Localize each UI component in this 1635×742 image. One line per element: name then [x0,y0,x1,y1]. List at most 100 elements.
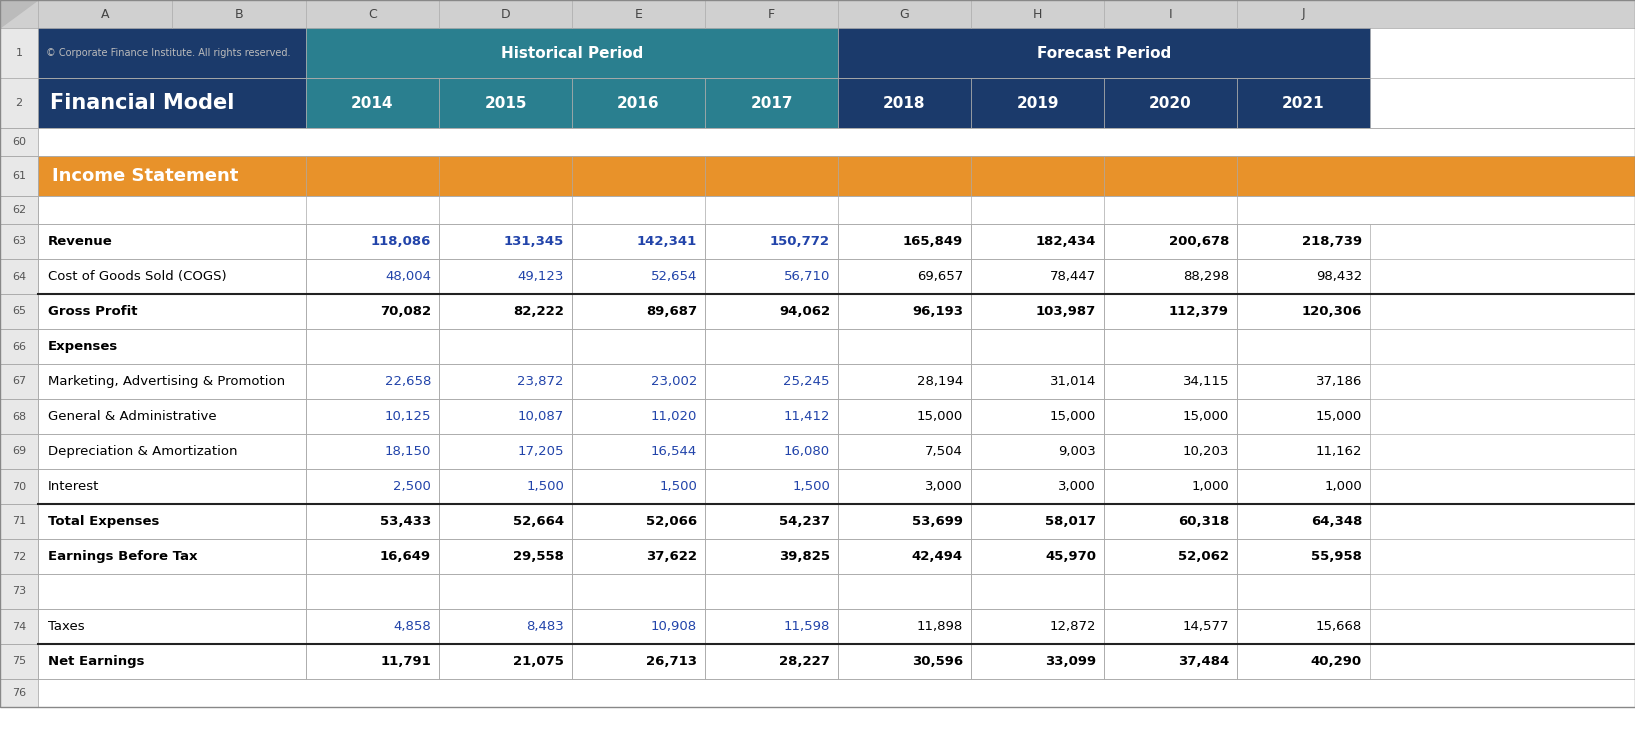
Bar [839,78,971,128]
Bar [572,364,705,399]
Text: 22,658: 22,658 [384,375,432,388]
Bar [705,644,839,679]
Text: 60: 60 [11,137,26,147]
Bar [1104,364,1238,399]
Text: 2014: 2014 [352,96,394,111]
Text: 26,713: 26,713 [646,655,697,668]
Bar [306,28,839,78]
Bar [705,294,839,329]
Text: Total Expenses: Total Expenses [47,515,159,528]
Text: 98,432: 98,432 [1316,270,1362,283]
Bar [306,399,440,434]
Text: 52,654: 52,654 [651,270,697,283]
Bar [572,399,705,434]
Bar [440,78,572,128]
Bar [971,259,1104,294]
Bar [0,329,38,364]
Bar [38,434,306,469]
Text: Gross Profit: Gross Profit [47,305,137,318]
Bar [1104,224,1238,259]
Text: 66: 66 [11,341,26,352]
Bar [38,469,306,504]
Text: 28,227: 28,227 [780,655,831,668]
Text: 18,150: 18,150 [384,445,432,458]
Bar [1238,78,1370,128]
Text: 58,017: 58,017 [1045,515,1095,528]
Text: 3,000: 3,000 [1058,480,1095,493]
Text: 11,898: 11,898 [917,620,963,633]
Bar [0,0,1635,28]
Bar [1104,574,1238,609]
Bar [971,644,1104,679]
Bar [1238,294,1370,329]
Bar [1104,434,1238,469]
Bar [306,259,440,294]
Text: 14,577: 14,577 [1182,620,1230,633]
Bar [0,469,38,504]
Text: 45,970: 45,970 [1045,550,1095,563]
Bar [440,399,572,434]
Text: 73: 73 [11,586,26,597]
Bar [572,434,705,469]
Bar [705,329,839,364]
Text: 23,872: 23,872 [518,375,564,388]
Text: 52,664: 52,664 [513,515,564,528]
Bar [38,329,306,364]
Text: 25,245: 25,245 [783,375,831,388]
Text: 64,348: 64,348 [1311,515,1362,528]
Text: 11,162: 11,162 [1316,445,1362,458]
Text: 75: 75 [11,657,26,666]
Bar [0,156,38,196]
Bar [38,539,306,574]
Bar [440,574,572,609]
Bar [1238,259,1370,294]
Bar [971,78,1104,128]
Bar [306,609,440,644]
Bar [839,644,971,679]
Bar [572,609,705,644]
Text: 10,087: 10,087 [518,410,564,423]
Text: © Corporate Finance Institute. All rights reserved.: © Corporate Finance Institute. All right… [46,48,291,58]
Bar [572,78,705,128]
Text: 16,544: 16,544 [651,445,697,458]
Bar [306,644,440,679]
Text: 2,500: 2,500 [392,480,432,493]
Text: 37,484: 37,484 [1177,655,1230,668]
Bar [1104,259,1238,294]
Bar [971,294,1104,329]
Bar [1238,224,1370,259]
Text: 1,000: 1,000 [1192,480,1230,493]
Bar [971,539,1104,574]
Bar [971,609,1104,644]
Text: F: F [768,7,775,21]
Text: 11,598: 11,598 [783,620,831,633]
Bar [705,539,839,574]
Text: 15,000: 15,000 [1050,410,1095,423]
Text: 56,710: 56,710 [783,270,831,283]
Text: Depreciation & Amortization: Depreciation & Amortization [47,445,237,458]
Text: 49,123: 49,123 [518,270,564,283]
Text: 15,000: 15,000 [1316,410,1362,423]
Bar [572,539,705,574]
Bar [1238,644,1370,679]
Bar [38,156,1635,196]
Text: 9,003: 9,003 [1058,445,1095,458]
Bar [705,504,839,539]
Bar [839,224,971,259]
Bar [705,259,839,294]
Text: Forecast Period: Forecast Period [1037,45,1171,61]
Bar [306,469,440,504]
Bar [971,574,1104,609]
Bar [839,609,971,644]
Bar [306,78,440,128]
Text: 1,500: 1,500 [526,480,564,493]
Bar [839,434,971,469]
Text: 150,772: 150,772 [770,235,831,248]
Text: 120,306: 120,306 [1301,305,1362,318]
Bar [1104,399,1238,434]
Bar [0,399,38,434]
Text: 2015: 2015 [484,96,526,111]
Bar [38,364,306,399]
Text: 94,062: 94,062 [778,305,831,318]
Text: 34,115: 34,115 [1182,375,1230,388]
